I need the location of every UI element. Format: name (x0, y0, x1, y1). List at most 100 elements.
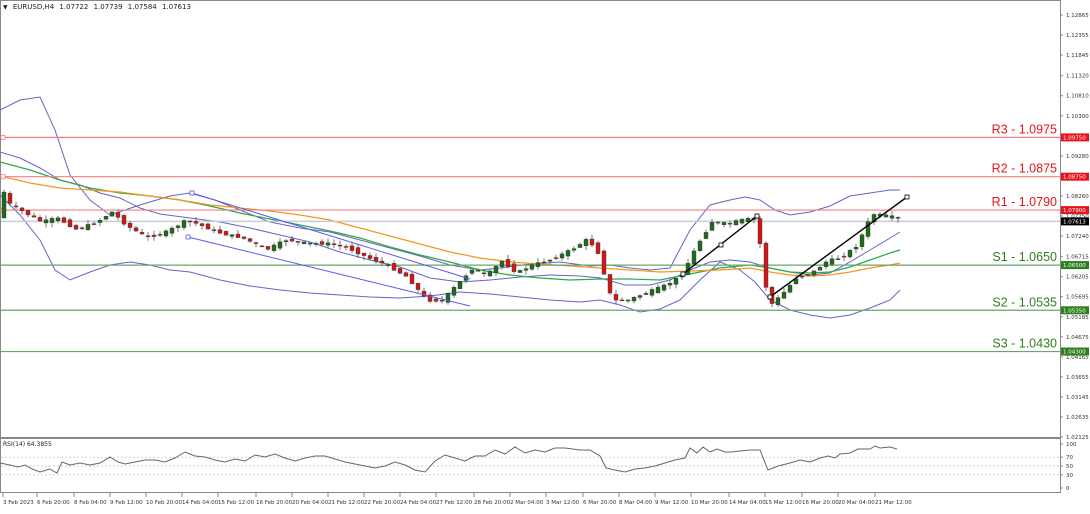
bear-candle (541, 261, 547, 264)
price-tick-label: 1.12865 (1066, 13, 1089, 19)
level-label-s2: S2 - 1.0535 (992, 295, 1057, 309)
time-tick-label: 9 Feb 12:00 (110, 500, 143, 506)
level-anchor[interactable] (0, 134, 6, 140)
bull-candle (829, 258, 835, 265)
price-tick-label: 1.06205 (1066, 275, 1089, 281)
price-tick-label: 1.12355 (1066, 33, 1089, 39)
bear-candle (421, 290, 427, 297)
bull-candle (487, 270, 493, 277)
rsi-plot-frame (0, 438, 1061, 493)
bull-candle (55, 217, 61, 221)
time-tick-label: 24 Feb 04:00 (400, 500, 437, 506)
level-price-tag (1061, 261, 1089, 270)
bear-candle (373, 257, 379, 262)
bull-candle (325, 242, 331, 246)
price-tick-label: 1.09280 (1066, 154, 1089, 160)
bear-candle (25, 210, 31, 216)
time-tick-label: 22 Feb 20:00 (364, 500, 401, 506)
bull-candle (109, 211, 115, 217)
bear-candle (607, 274, 613, 294)
trendline-handle[interactable] (185, 234, 191, 240)
bull-candle (883, 214, 889, 218)
bull-candle (697, 240, 703, 251)
bollinger-upper (0, 96, 900, 271)
bull-candle (307, 242, 313, 245)
bear-candle (223, 231, 229, 236)
bull-candle (559, 253, 565, 259)
level-price-tag (1061, 306, 1089, 315)
bull-candle (1, 191, 7, 219)
price-tick-label: 1.06715 (1066, 255, 1089, 261)
time-tick-label: 14 Feb 04:00 (182, 500, 219, 506)
bear-candle (139, 232, 145, 235)
level-price-tag-text: 1.06500 (1063, 263, 1086, 269)
bull-candle (721, 222, 727, 225)
price-tick-label: 1.03145 (1066, 395, 1089, 401)
bull-candle (493, 266, 499, 274)
level-label-r3: R3 - 1.0975 (992, 122, 1057, 136)
downtrend-line-upper[interactable] (191, 192, 471, 280)
trendline-handle[interactable] (189, 190, 195, 196)
time-tick-label: 8 Feb 04:00 (74, 500, 107, 506)
bear-candle (511, 263, 517, 272)
bull-candle (811, 270, 817, 276)
rsi-panel: 100 70 50 30 0 (0, 442, 1077, 492)
bear-candle (199, 223, 205, 226)
trendline-handle[interactable] (718, 242, 724, 248)
level-price-tag-text: 1.04300 (1063, 350, 1086, 356)
bull-candle (889, 215, 895, 219)
trendline-handle[interactable] (754, 213, 760, 219)
price-tick-label: 1.10810 (1066, 94, 1089, 100)
price-tick-label: 1.05185 (1066, 315, 1089, 321)
bull-candle (871, 214, 877, 223)
rsi-tick-label: 70 (1066, 455, 1073, 461)
bull-candle (655, 286, 661, 294)
trendlines[interactable] (185, 190, 910, 307)
bear-candle (595, 242, 601, 254)
bull-candle (739, 218, 745, 224)
bull-candle (673, 277, 679, 285)
triangle-down-icon[interactable]: ▼ (3, 4, 8, 11)
bear-candle (409, 273, 415, 285)
trendline-handle[interactable] (767, 294, 773, 300)
uptrend-line-2[interactable] (769, 196, 908, 298)
price-tick-label: 1.11845 (1066, 53, 1089, 59)
level-price-tag (1061, 133, 1089, 142)
current-price-tag (1061, 217, 1089, 226)
bull-candle (733, 220, 739, 226)
bull-candle (49, 218, 55, 223)
current-price-tag-text: 1.07613 (1063, 219, 1086, 225)
bull-candle (43, 219, 49, 224)
bull-candle (517, 270, 523, 273)
rsi-label: RSI(14) 64.3855 (3, 441, 52, 448)
level-label-r2: R2 - 1.0875 (992, 162, 1057, 176)
bull-candle (229, 234, 235, 237)
bull-candle (523, 268, 529, 271)
trendline-handle[interactable] (680, 271, 686, 277)
bull-candle (661, 284, 667, 291)
level-price-tag (1061, 206, 1089, 215)
bear-candle (289, 238, 295, 242)
downtrend-line-lower[interactable] (187, 236, 471, 307)
bear-candle (757, 218, 763, 244)
bull-candle (775, 297, 781, 305)
bull-candle (163, 230, 169, 237)
trendline-handle[interactable] (904, 194, 910, 200)
bear-candle (121, 215, 127, 225)
time-tick-label: 15 Mar 12:00 (765, 500, 802, 506)
bear-candle (265, 246, 271, 250)
price-tick-label: 1.02125 (1066, 435, 1089, 441)
price-tick-label: 1.03655 (1066, 375, 1089, 381)
bull-candle (529, 264, 535, 270)
level-anchor[interactable] (0, 174, 6, 180)
level-label-r1: R1 - 1.0790 (992, 195, 1057, 209)
bull-candle (457, 280, 463, 289)
bull-candle (547, 259, 553, 262)
open-value: 1.07722 (59, 3, 89, 11)
price-tick-label: 1.11320 (1066, 74, 1089, 80)
bear-candle (115, 212, 121, 218)
bear-candle (553, 257, 559, 259)
high-value: 1.07739 (93, 3, 123, 11)
bear-candle (337, 244, 343, 247)
